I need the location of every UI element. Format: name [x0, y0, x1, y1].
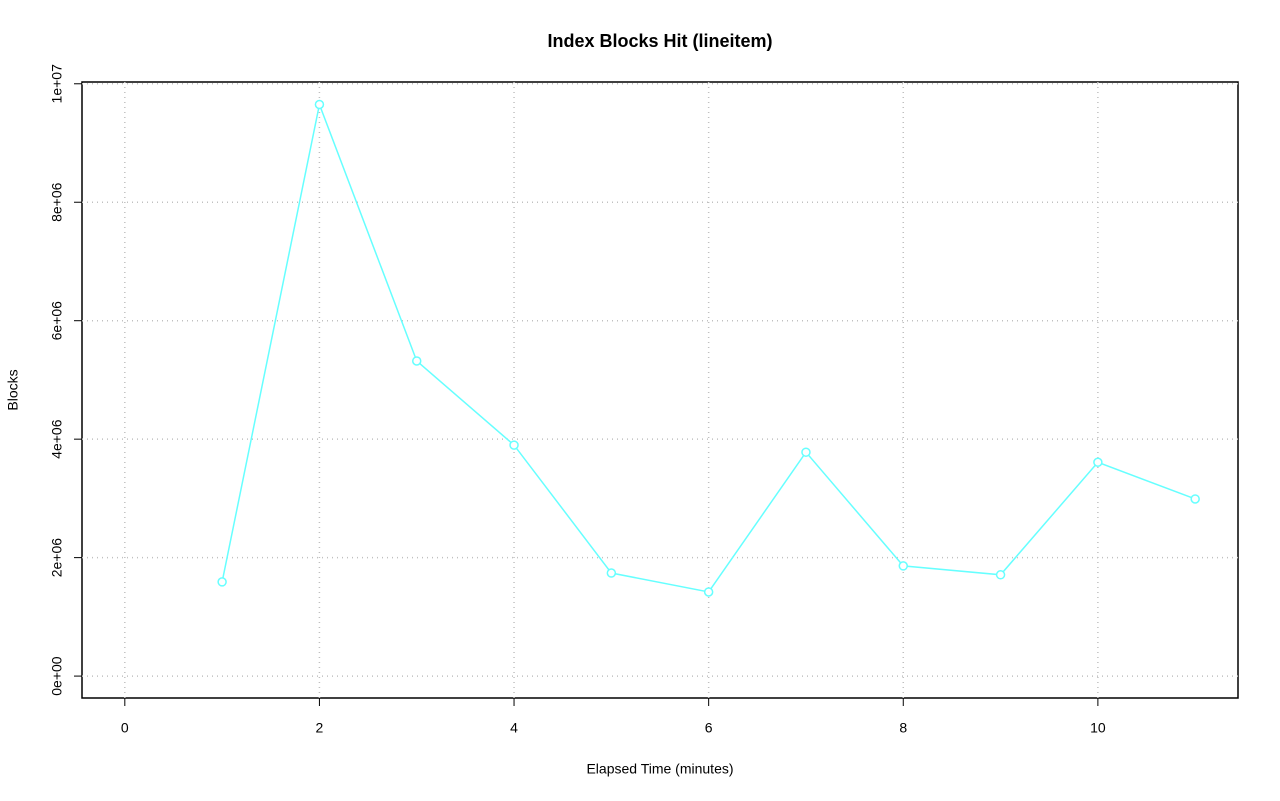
- y-tick-label: 8e+06: [49, 182, 65, 222]
- data-point: [411, 356, 422, 366]
- data-point: [1190, 494, 1200, 504]
- data-point: [217, 577, 227, 587]
- data-point: [801, 447, 811, 457]
- y-tick-label: 6e+06: [49, 301, 65, 341]
- x-tick-label: 8: [899, 720, 907, 736]
- x-tick-label: 0: [121, 720, 129, 736]
- data-point: [703, 587, 714, 597]
- plot-frame: [81, 81, 1239, 699]
- data-point: [1093, 457, 1103, 468]
- data-point: [509, 440, 519, 450]
- y-axis-label: Blocks: [5, 369, 21, 410]
- x-tick-label: 10: [1090, 720, 1106, 736]
- data-point: [606, 568, 617, 578]
- chart-title: Index Blocks Hit (lineitem): [547, 31, 772, 51]
- y-tick-label: 1e+07: [49, 64, 65, 104]
- x-tick-label: 2: [316, 720, 324, 736]
- data-point: [898, 561, 909, 571]
- x-tick-label: 4: [510, 720, 518, 736]
- y-tick-label: 2e+06: [49, 538, 65, 578]
- data-point: [314, 99, 325, 110]
- x-tick-label: 6: [705, 720, 713, 736]
- y-tick-label: 0e+00: [49, 656, 65, 696]
- y-tick-label: 4e+06: [49, 419, 65, 459]
- data-point: [995, 570, 1006, 580]
- x-axis-label: Elapsed Time (minutes): [586, 761, 733, 777]
